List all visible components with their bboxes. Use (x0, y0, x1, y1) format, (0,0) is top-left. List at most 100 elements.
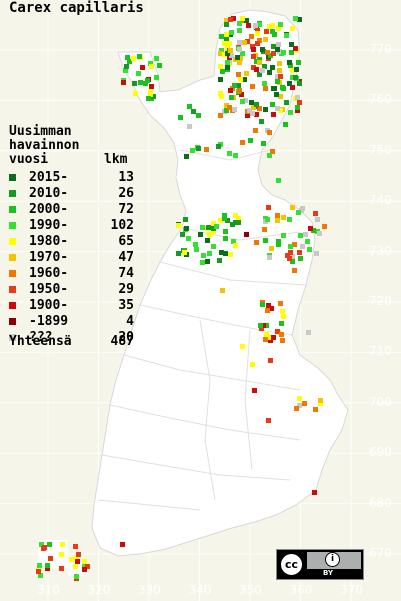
observation-square (276, 178, 281, 183)
observation-square (136, 71, 141, 76)
legend-entry: 1960- 74 (9, 266, 134, 282)
observation-square (311, 228, 316, 233)
observation-squares (36, 16, 327, 581)
observation-square (290, 75, 295, 80)
species-title: Carex capillaris (9, 0, 144, 16)
observation-square (183, 217, 188, 222)
cc-by-license-badge[interactable]: cc i BY (276, 549, 364, 580)
observation-square (198, 232, 203, 237)
observation-square (303, 232, 308, 237)
observation-square (186, 236, 191, 241)
observation-square (237, 88, 242, 93)
observation-square (137, 54, 142, 59)
observation-square (74, 556, 79, 561)
legend-entry: 2000- 72 (9, 202, 134, 218)
observation-square (275, 329, 280, 334)
observation-square (276, 42, 281, 47)
observation-square (219, 250, 224, 255)
observation-square (37, 563, 42, 568)
observation-square (146, 96, 151, 101)
observation-square (42, 545, 47, 550)
observation-square (69, 557, 74, 562)
observation-square (245, 113, 250, 118)
observation-square (82, 559, 87, 564)
northing-tick-label: 740 (369, 193, 392, 208)
observation-square (193, 242, 198, 247)
observation-square (187, 124, 192, 129)
legend-entry-label: 1970- (29, 250, 69, 265)
observation-square (313, 407, 318, 412)
observation-square (288, 110, 293, 115)
observation-square (206, 225, 211, 230)
observation-square (283, 122, 288, 127)
observation-square (246, 23, 251, 28)
observation-square (237, 47, 242, 52)
observation-square (270, 65, 275, 70)
observation-square (218, 51, 223, 56)
legend-swatch (9, 190, 16, 197)
observation-square (227, 151, 232, 156)
observation-square (233, 213, 238, 218)
observation-square (184, 154, 189, 159)
observation-square (250, 111, 255, 116)
observation-square (232, 107, 237, 112)
observation-square (211, 226, 216, 231)
observation-square (280, 85, 285, 90)
observation-square (293, 16, 298, 21)
observation-square (151, 94, 156, 99)
observation-square (317, 231, 322, 236)
observation-square (290, 85, 295, 90)
observation-square (82, 564, 87, 569)
observation-square (305, 239, 310, 244)
observation-square (261, 323, 266, 328)
observation-square (236, 83, 241, 88)
observation-square (76, 552, 81, 557)
easting-tick-label: 320 (87, 583, 111, 597)
easting-tick-label: 330 (138, 583, 161, 597)
northing-tick-label: 750 (369, 142, 392, 157)
observation-square (222, 41, 227, 46)
observation-square (240, 16, 245, 21)
observation-square (287, 256, 292, 261)
observation-square (275, 79, 280, 84)
observation-square (275, 74, 280, 79)
observation-square (298, 256, 303, 261)
northing-tick-label: 690 (369, 445, 392, 460)
observation-square (225, 218, 230, 223)
observation-square (314, 251, 319, 256)
observation-square (261, 141, 266, 146)
legend-entry: 1900- 35 (9, 298, 134, 314)
easting-tick-label: 340 (188, 583, 212, 597)
northing-tick-label: 720 (369, 294, 392, 308)
observation-square (154, 56, 159, 61)
observation-square (176, 251, 181, 256)
observation-square (275, 218, 280, 223)
observation-square (238, 56, 243, 61)
observation-square (284, 100, 289, 105)
observation-square (240, 140, 245, 145)
observation-square (211, 221, 216, 226)
observation-square (281, 50, 286, 55)
observation-square (290, 254, 295, 259)
observation-square (248, 138, 253, 143)
observation-square (296, 210, 301, 215)
observation-square (187, 104, 192, 109)
legend-entry: -1899 4 (9, 314, 134, 330)
legend-count-header: lkm (104, 152, 128, 167)
legend-year-header: vuosi (9, 152, 49, 167)
legend-entry: ??? 20 (9, 330, 134, 346)
observation-square (190, 148, 195, 153)
legend-heading-line-1: Uusimman (9, 124, 72, 139)
legend-entry-count: 72 (118, 202, 134, 217)
observation-square (288, 250, 293, 255)
observation-square (184, 226, 189, 231)
observation-square (296, 60, 301, 65)
observation-square (275, 47, 280, 52)
legend-entry-label: 2010- (29, 186, 69, 201)
observation-square (219, 34, 224, 39)
observation-square (254, 59, 259, 64)
observation-square (290, 68, 295, 73)
observation-square (266, 205, 271, 210)
observation-square (219, 94, 224, 99)
